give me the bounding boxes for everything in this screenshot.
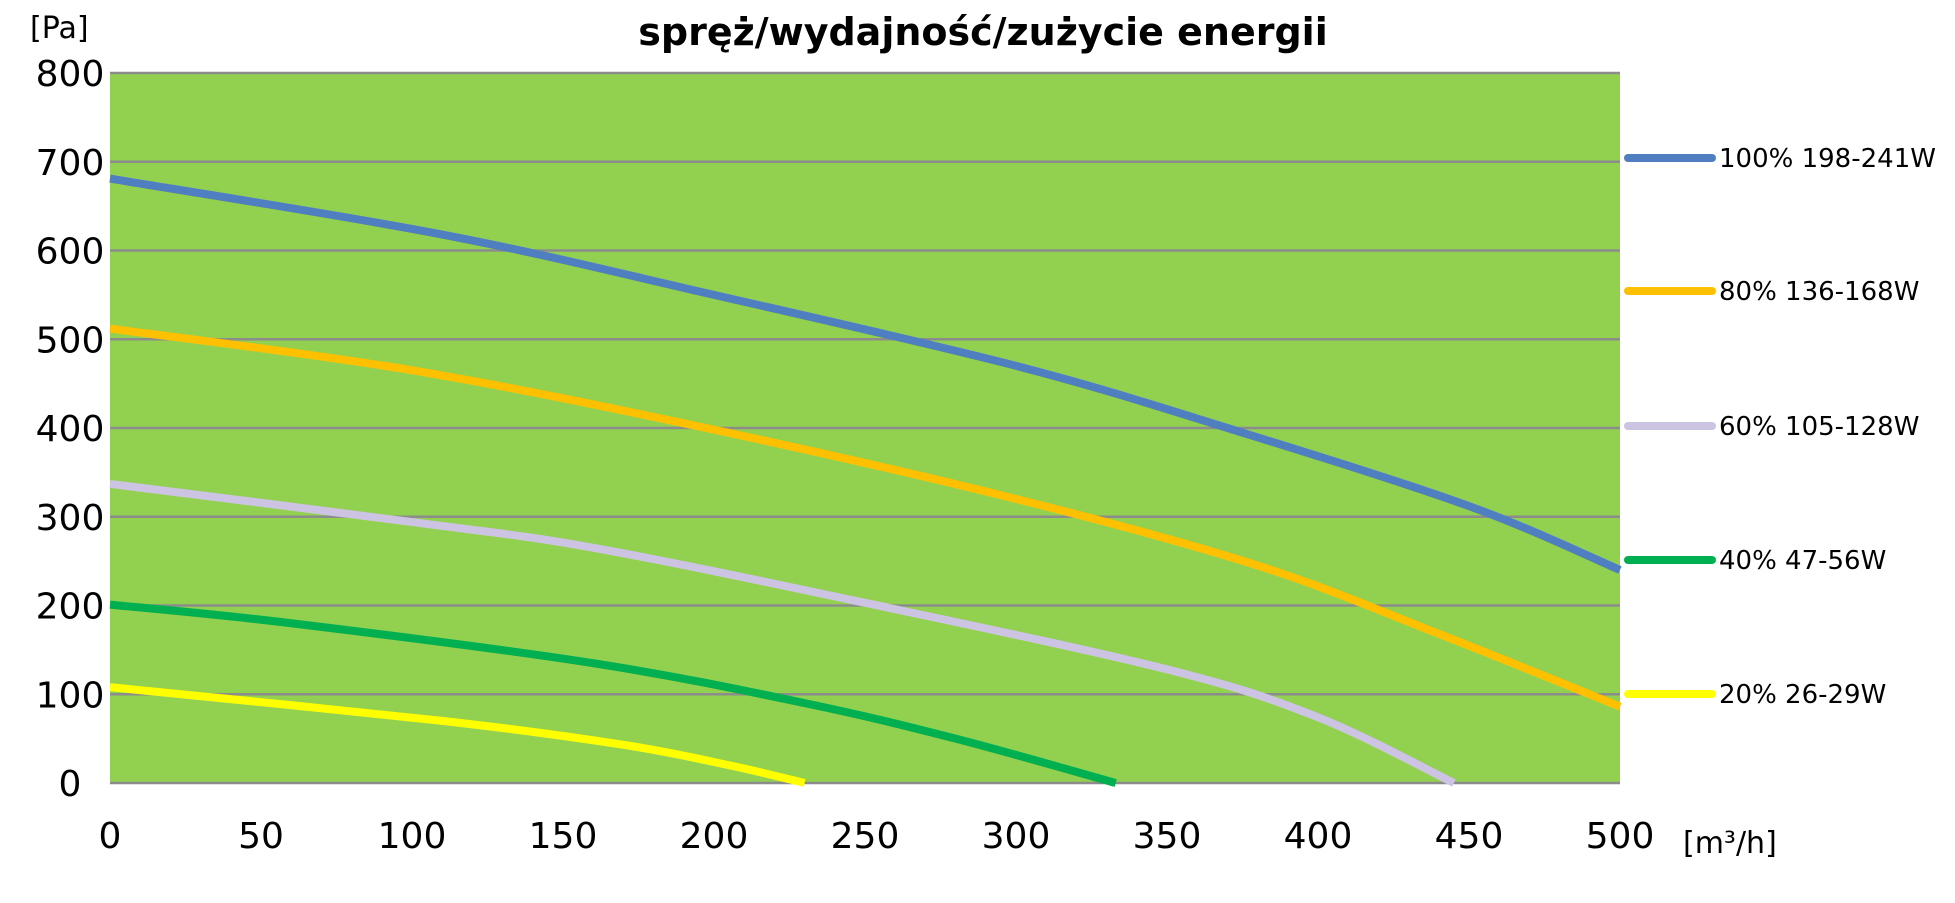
series-lines <box>109 174 1622 787</box>
legend-label: 60% 105-128W <box>1719 412 1919 442</box>
series-line <box>109 600 1117 787</box>
y-tick-label: 700 <box>36 143 105 184</box>
x-tick-label: 450 <box>1435 816 1504 857</box>
legend-label: 80% 136-168W <box>1719 277 1919 307</box>
y-tick-label: 600 <box>36 232 105 273</box>
y-tick-label: 500 <box>36 320 105 361</box>
y-tick-label: 800 <box>36 54 105 95</box>
legend-label: 20% 26-29W <box>1719 680 1886 710</box>
y-axis-unit: [Pa] <box>30 11 89 46</box>
x-tick-label: 500 <box>1586 816 1655 857</box>
y-tick-label: 200 <box>36 587 105 628</box>
chart-title: spręż/wydajność/zużycie energii <box>638 10 1327 54</box>
x-axis-unit: [m³/h] <box>1683 826 1777 861</box>
x-tick-label: 400 <box>1284 816 1353 857</box>
y-tick-label: 100 <box>36 675 105 716</box>
y-tick-label: 400 <box>36 409 105 450</box>
x-tick-label: 100 <box>378 816 447 857</box>
x-tick-label: 0 <box>99 816 122 857</box>
legend: 100% 198-241W 80% 136-168W 60% 105-128W 40%… <box>1624 144 1936 710</box>
series-line <box>109 324 1622 711</box>
legend-label: 100% 198-241W <box>1719 144 1936 174</box>
series-line <box>109 479 1456 787</box>
x-tick-label: 50 <box>238 816 284 857</box>
x-tick-label: 300 <box>982 816 1051 857</box>
legend-label: 40% 47-56W <box>1719 546 1886 576</box>
y-tick-label: 300 <box>36 498 105 539</box>
series-line <box>109 174 1622 574</box>
x-tick-label: 150 <box>529 816 598 857</box>
y-tick-label: 0 <box>59 764 82 805</box>
tick-labels: 0 100 200 300 400 500 600 700 800 0 50 100 150 200 250… <box>36 54 1655 857</box>
series-line <box>109 683 806 787</box>
x-tick-label: 250 <box>831 816 900 857</box>
x-tick-label: 200 <box>680 816 749 857</box>
x-tick-label: 350 <box>1133 816 1202 857</box>
